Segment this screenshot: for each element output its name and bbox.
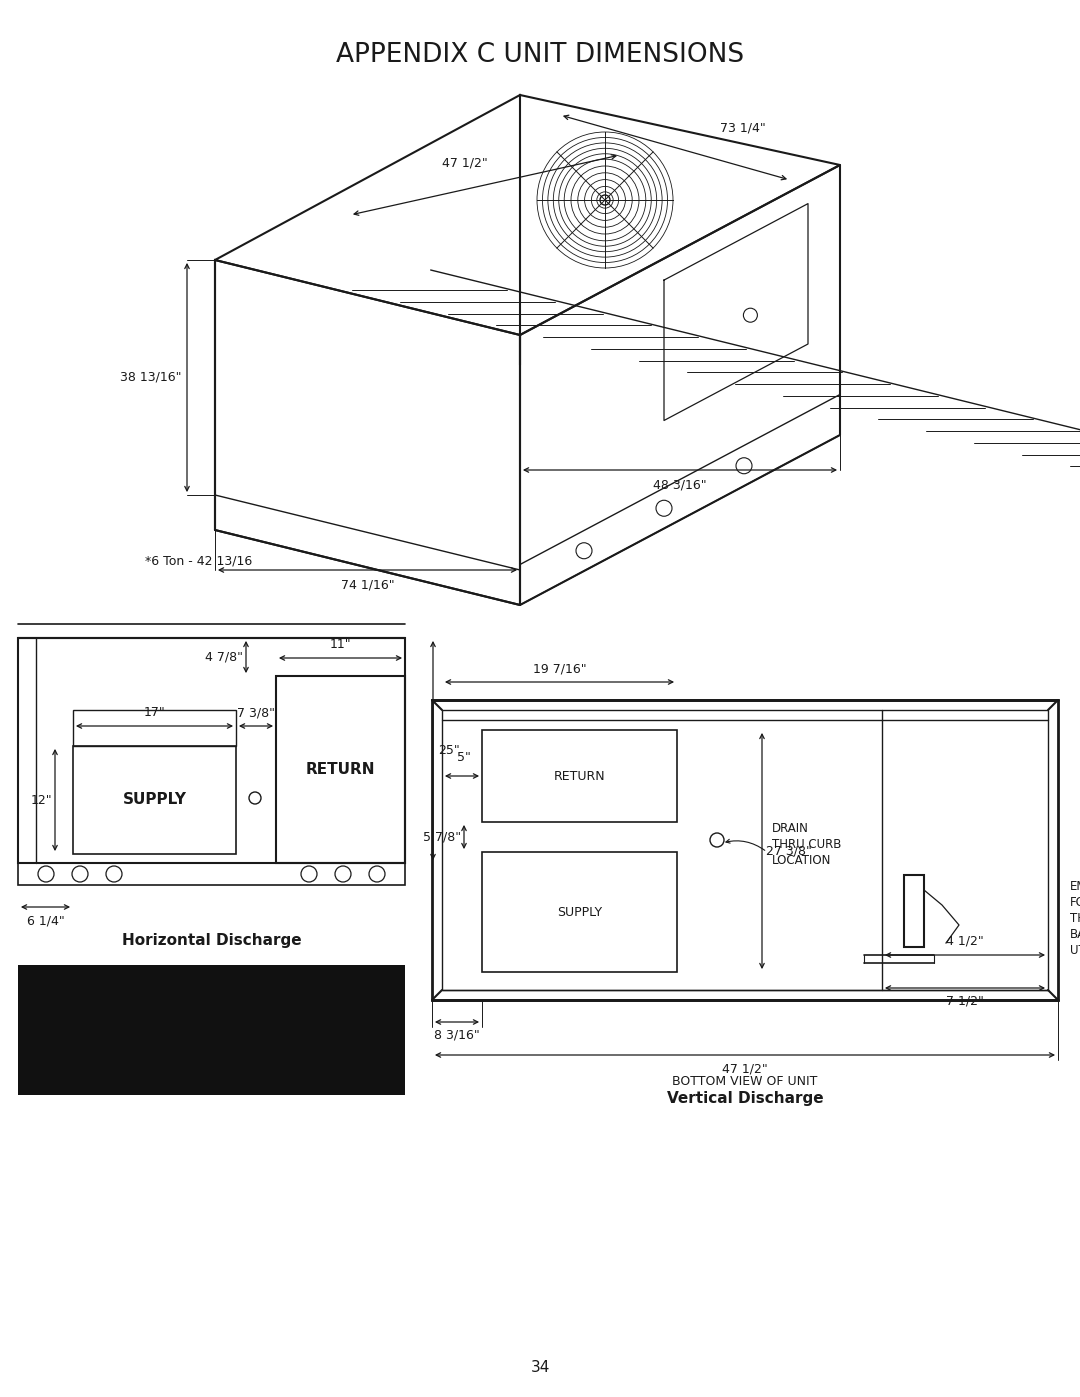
Text: 17": 17" [144, 705, 165, 719]
Text: 47 1/2": 47 1/2" [723, 1062, 768, 1076]
Text: 12": 12" [30, 793, 52, 806]
Text: 27 3/8": 27 3/8" [766, 845, 812, 858]
Text: Vertical Discharge: Vertical Discharge [666, 1091, 823, 1106]
Bar [18, 863, 405, 886]
Text: 8 3/16": 8 3/16" [434, 1030, 480, 1042]
Bar [18, 965, 405, 1095]
Bar [442, 710, 1048, 990]
Text: 74 1/16": 74 1/16" [340, 578, 394, 591]
Text: 7 1/2": 7 1/2" [946, 995, 984, 1009]
Text: 73 1/4": 73 1/4" [720, 122, 766, 134]
Text: *6 Ton - 42 13/16: *6 Ton - 42 13/16 [145, 555, 253, 569]
Text: SUPPLY: SUPPLY [557, 905, 602, 918]
Text: 48 3/16": 48 3/16" [653, 478, 706, 490]
Text: SUPPLY: SUPPLY [122, 792, 187, 807]
Text: 47 1/2": 47 1/2" [442, 156, 488, 170]
Text: 5": 5" [457, 752, 471, 764]
Text: APPENDIX C UNIT DIMENSIONS: APPENDIX C UNIT DIMENSIONS [336, 42, 744, 68]
Bar [276, 676, 405, 863]
Text: 11": 11" [329, 638, 351, 651]
Bar [482, 852, 677, 972]
Bar [904, 875, 924, 947]
Text: 25": 25" [438, 745, 460, 757]
Bar [73, 746, 237, 854]
Text: 4 1/2": 4 1/2" [946, 935, 984, 949]
Text: 4 7/8": 4 7/8" [205, 651, 243, 664]
Text: 38 13/16": 38 13/16" [121, 372, 183, 384]
Text: 7 3/8": 7 3/8" [237, 705, 275, 719]
Text: 5 7/8": 5 7/8" [423, 830, 461, 844]
Bar [432, 700, 1058, 1000]
Bar [482, 731, 677, 821]
Text: RETURN: RETURN [306, 761, 375, 777]
Text: 34: 34 [530, 1361, 550, 1375]
Text: BOTTOM VIEW OF UNIT: BOTTOM VIEW OF UNIT [673, 1076, 818, 1088]
Text: DRAIN
THRU CURB
LOCATION: DRAIN THRU CURB LOCATION [772, 821, 841, 868]
Text: RETURN: RETURN [554, 770, 605, 782]
Bar [18, 638, 405, 863]
Text: EMBOSS
FOR
THRU THE
BASE
UTILITIES: EMBOSS FOR THRU THE BASE UTILITIES [1070, 880, 1080, 957]
Text: Horizontal Discharge: Horizontal Discharge [122, 933, 301, 949]
Text: 19 7/16": 19 7/16" [532, 662, 586, 675]
Text: 6 1/4": 6 1/4" [27, 914, 65, 928]
Bar [73, 710, 237, 746]
